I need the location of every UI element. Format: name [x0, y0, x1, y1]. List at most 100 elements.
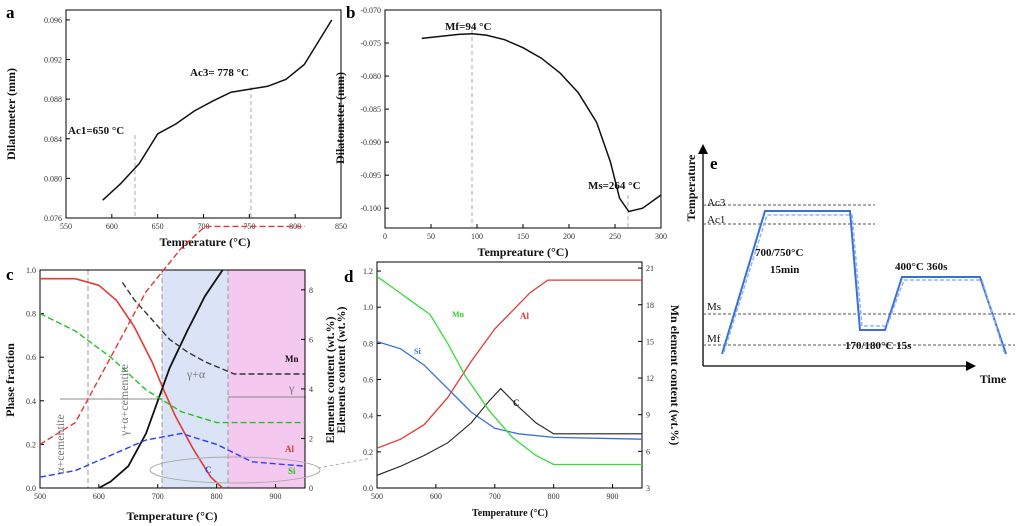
- panel-a-x-tick-label: 700: [198, 222, 210, 231]
- panel-d-yright-tick-label: 6: [646, 447, 650, 456]
- panel-d-c-label: C: [513, 398, 520, 408]
- panel-c-y-tick-label: 0.8: [26, 310, 36, 319]
- panel-d-mn-label: Mn: [452, 310, 465, 319]
- panel-d-y-tick-label: 1.2: [363, 267, 373, 276]
- panel-e-profile-700: [723, 214, 1005, 353]
- panel-c-si-line: [39, 312, 305, 424]
- panel-d-x-tick-label: 700: [489, 492, 501, 501]
- panel-b-y-tick-label: -0.090: [360, 138, 381, 147]
- panel-c-zoom-connector: [317, 457, 373, 469]
- panel-e-yaxis-arrow: [698, 144, 708, 154]
- panel-d-xlabel: Temperature (°C): [472, 508, 548, 519]
- panel-b: b 0 50 100 150 200 250 300 -0.070-0.075-0.080-…: [333, 3, 667, 259]
- panel-c-region-label-1: α+cementite: [53, 414, 67, 474]
- panel-d-x-tick-label: 800: [548, 492, 560, 501]
- panel-a-y-tick-label: 0.084: [44, 135, 62, 144]
- panel-d-yright-tick-label: 12: [646, 374, 654, 383]
- panel-c-region-label-3: γ+α: [186, 367, 206, 381]
- panel-d-y-tick-label: 1.0: [363, 303, 373, 312]
- panel-e-annotation-austenitize-temp: 700/750°C: [755, 247, 803, 259]
- panel-a: a 550 600 650 700 750 800 850 0.0760.0800.0840…: [4, 3, 347, 249]
- panel-c-region-gamma: [228, 270, 305, 488]
- panel-a-series-line: [102, 19, 333, 201]
- panel-label-b: b: [346, 3, 355, 22]
- panel-c-x-tick-label: 600: [93, 492, 105, 501]
- panel-c-x-tick-label: 800: [211, 492, 223, 501]
- panel-b-x-tick-label: 0: [383, 232, 387, 241]
- panel-d-si-label: Si: [414, 347, 421, 356]
- panel-b-xlabel: Tempreature (°C): [478, 245, 569, 259]
- panel-c-c-line: [39, 432, 306, 478]
- panel-c-region-guides: [60, 396, 305, 400]
- panel-c-mn-line: [121, 282, 305, 375]
- panel-d-xticks: 500 600 700 800 900: [371, 484, 619, 501]
- panel-b-series-line: [421, 33, 662, 213]
- panel-c-frame: [39, 269, 306, 489]
- panel-a-x-tick-label: 750: [243, 222, 255, 231]
- panel-e-profile-750: [721, 210, 1007, 355]
- panel-a-x-tick-label: 550: [60, 222, 72, 231]
- panel-d-frame: [376, 261, 643, 489]
- panel-e-xlabel: Time: [980, 372, 1007, 386]
- panel-c-region-label-2: γ+α+cementite: [117, 364, 131, 437]
- panel-a-y-tick-label: 0.088: [44, 95, 62, 104]
- panel-a-x-tick-label: 800: [289, 222, 301, 231]
- panel-d: d 500 600 700 800 900 0.00.20.40.60.81.01.2 …: [334, 261, 682, 519]
- panel-b-x-tick-label: 150: [517, 232, 529, 241]
- panel-b-y-tick-label: -0.080: [360, 72, 381, 81]
- panel-e: e Ac3 Ac1 Ms Mf 700/750°C 15min 400°C 36…: [684, 144, 1015, 386]
- panel-e-level-mf: Mf: [707, 333, 721, 345]
- panel-d-mn-line: [376, 275, 642, 466]
- panel-c-al-label: Al: [285, 444, 294, 454]
- panel-c-yright-tick-label: 8: [309, 286, 313, 295]
- panel-a-annotation-ac1: Ac1=650 °C: [68, 125, 124, 137]
- panel-c-yright-tick-label: 2: [309, 434, 313, 443]
- panel-c-zoom-ellipse: [149, 456, 321, 484]
- panel-b-yticks: -0.070 -0.075 -0.080 -0.085 -0.090 -0.095 -0.1…: [360, 6, 389, 213]
- panel-b-y-tick-label: -0.075: [360, 39, 381, 48]
- panel-c-si-label: Si: [288, 466, 296, 476]
- panel-b-y-tick-label: -0.100: [360, 204, 381, 213]
- panel-c-x-tick-label: 900: [270, 492, 282, 501]
- panel-d-x-tick-label: 500: [371, 492, 383, 501]
- panel-e-annotation-partition: 400°C 360s: [895, 261, 948, 273]
- panel-b-x-tick-label: 250: [609, 232, 621, 241]
- panel-d-ylabel-right: Mn element content (wt.%): [668, 305, 682, 446]
- panel-d-y-tick-label: 0.4: [363, 412, 373, 421]
- panel-e-level-ac1: Ac1: [707, 214, 725, 226]
- panel-d-y-tick-label: 0.8: [363, 339, 373, 348]
- panel-d-al-line: [376, 279, 642, 449]
- panel-c-y-tick-label: 0.0: [26, 484, 36, 493]
- panel-e-xaxis-arrow: [966, 361, 976, 371]
- panel-d-si-line: [376, 340, 643, 440]
- panel-a-xlabel: Temperature (°C): [159, 235, 250, 249]
- panel-a-y-tick-label: 0.080: [44, 174, 62, 183]
- panel-c-gamma-line: [98, 269, 224, 489]
- panel-e-annotation-austenitize-time: 15min: [770, 264, 799, 276]
- panel-c-al-line: [39, 225, 305, 445]
- panel-d-y-tick-label: 0.2: [363, 448, 373, 457]
- panel-c-x-tick-label: 500: [34, 492, 46, 501]
- panel-a-ylabel: Dilatometer (mm): [4, 68, 18, 160]
- panel-label-a: a: [6, 3, 15, 22]
- panel-b-x-tick-label: 200: [563, 232, 575, 241]
- panel-a-xticks: 550 600 650 700 750 800 850: [60, 214, 347, 231]
- panel-c-y-tick-label: 1.0: [26, 266, 36, 275]
- panel-label-d: d: [344, 267, 354, 286]
- panel-c-y-tick-label: 0.6: [26, 353, 36, 362]
- panel-d-c-line: [376, 387, 642, 476]
- panel-d-x-tick-label: 600: [430, 492, 442, 501]
- panel-b-annotation-ms: Ms=264 °C: [588, 180, 641, 192]
- panel-a-x-tick-label: 850: [335, 222, 347, 231]
- panel-c-xticks: 500 600 700 800 900: [34, 484, 282, 501]
- panel-label-e: e: [710, 154, 718, 173]
- panel-e-level-ms: Ms: [707, 301, 721, 313]
- panel-c: c 500 600 700 800 900 0.0 0.2 0.4 0.6 0.8 1.0 0 2 4…: [3, 225, 373, 523]
- panel-d-al-label: Al: [520, 311, 529, 321]
- panel-a-frame: [65, 9, 342, 219]
- panel-e-ylabel: Temperature: [684, 154, 698, 221]
- panel-d-x-tick-label: 900: [607, 492, 619, 501]
- panel-b-ylabel: Dilatometer (mm): [333, 72, 347, 164]
- panel-d-yticks: 0.0 0.2 0.4 0.6 0.8 1.0 1.2: [363, 267, 381, 493]
